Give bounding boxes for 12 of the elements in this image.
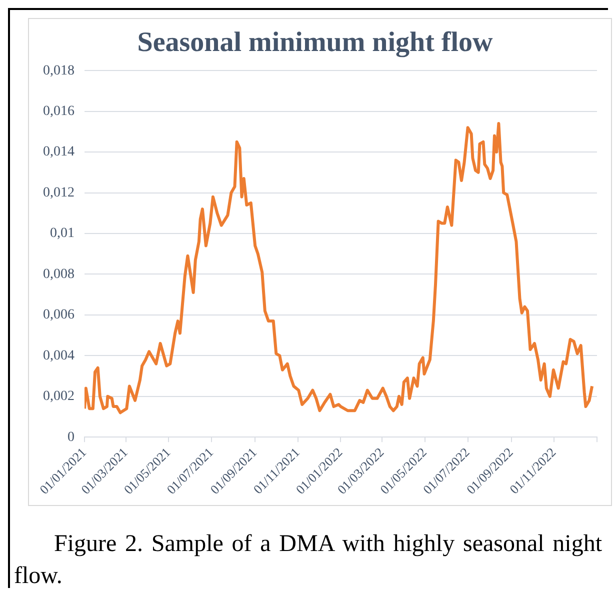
y-tick-label: 0,012 [43,185,74,200]
y-tick-label: 0,006 [43,308,74,323]
y-tick-label: 0 [68,430,74,445]
y-tick-label: 0,018 [43,63,74,78]
y-tick-label: 0,016 [43,104,74,119]
y-tick-label: 0,008 [43,266,74,282]
y-tick-label: 0,004 [43,348,74,364]
y-tick-label: 0,014 [43,144,74,160]
y-tick-label: 0,01 [50,226,74,242]
chart-title: Seasonal minimum night flow [137,27,494,58]
y-tick-label: 0,002 [43,389,74,404]
caption: Figure 2. Sample of a DMA with highly seasonal night flow. [14,530,602,591]
